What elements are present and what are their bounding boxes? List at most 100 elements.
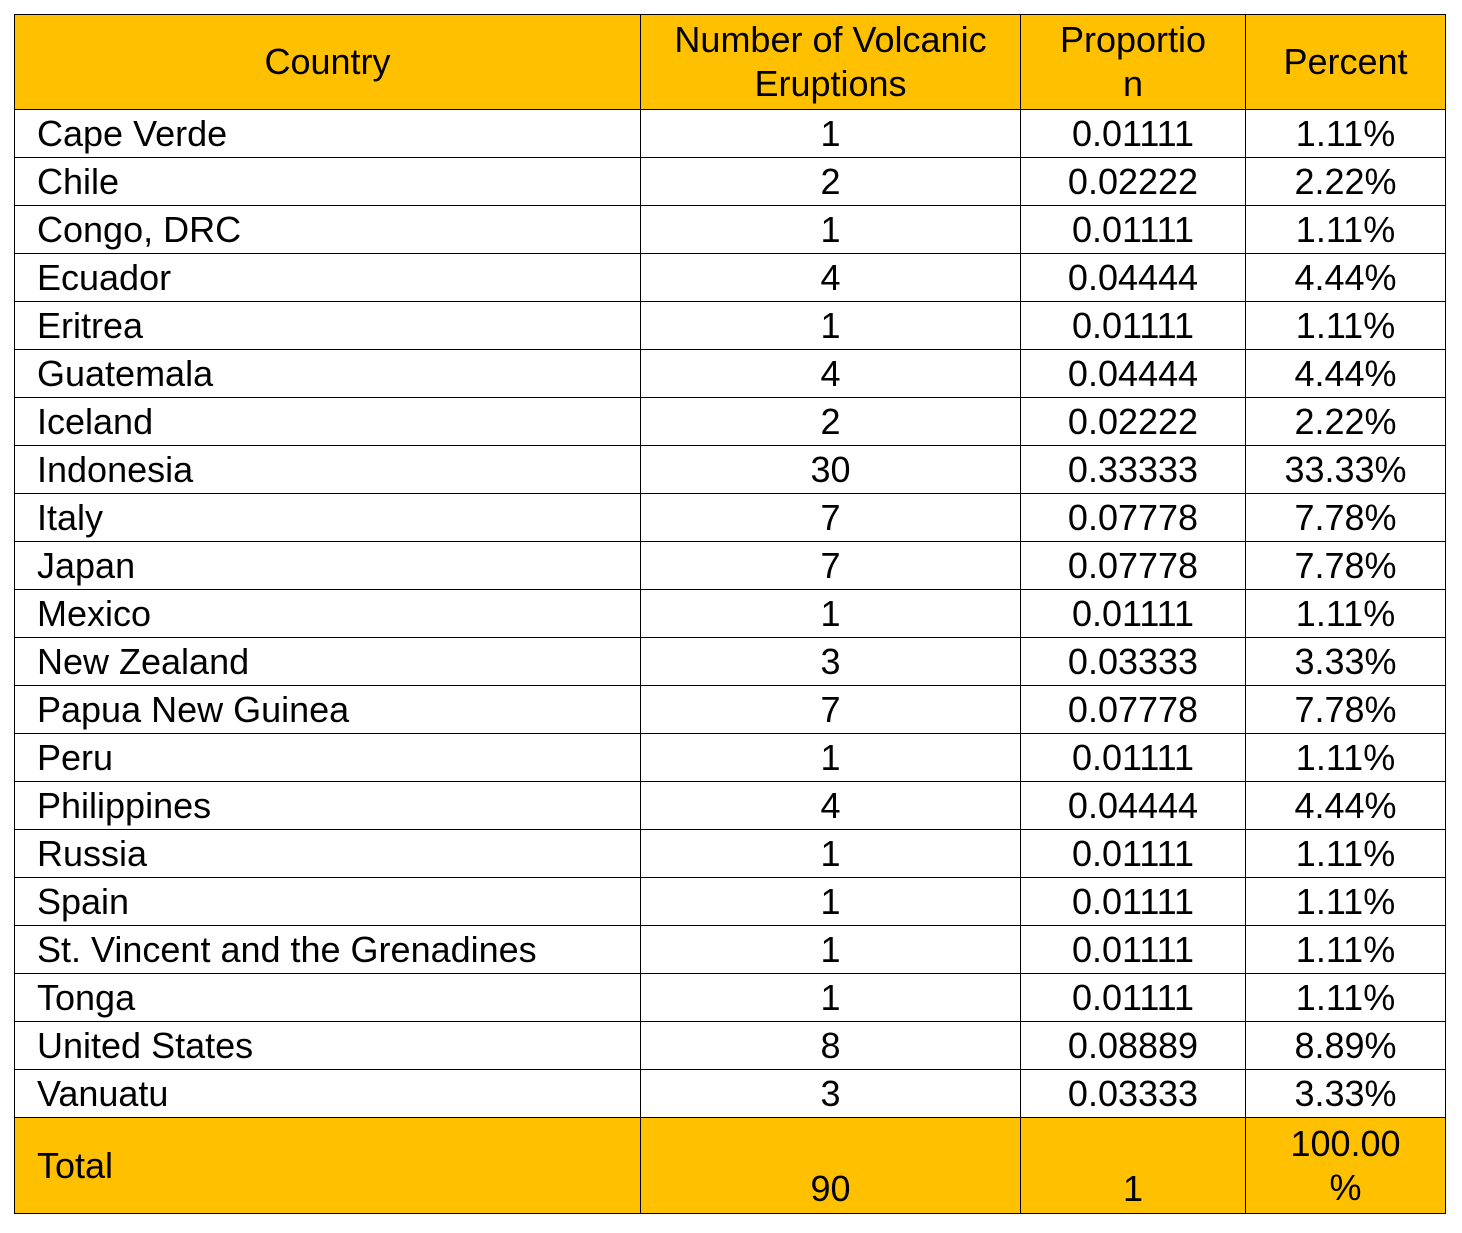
cell-country: New Zealand: [14, 637, 641, 686]
cell-eruptions: 4: [640, 253, 1021, 302]
table-row: Chile 2 0.02222 2.22%: [14, 157, 1446, 206]
cell-eruptions: 1: [640, 733, 1021, 782]
cell-eruptions: 1: [640, 109, 1021, 158]
cell-country: Peru: [14, 733, 641, 782]
cell-percent: 8.89%: [1245, 1021, 1446, 1070]
cell-eruptions: 3: [640, 637, 1021, 686]
header-eruptions: Number of Volcanic Eruptions: [640, 14, 1021, 110]
cell-proportion: 0.01111: [1020, 205, 1246, 254]
cell-percent: 1.11%: [1245, 205, 1446, 254]
cell-proportion: 0.01111: [1020, 829, 1246, 878]
cell-percent: 1.11%: [1245, 925, 1446, 974]
cell-percent: 1.11%: [1245, 589, 1446, 638]
table-row: Spain 1 0.01111 1.11%: [14, 877, 1446, 926]
total-label: Total: [14, 1117, 641, 1214]
cell-eruptions: 1: [640, 589, 1021, 638]
table-row: Russia 1 0.01111 1.11%: [14, 829, 1446, 878]
cell-proportion: 0.04444: [1020, 781, 1246, 830]
table-row: Philippines 4 0.04444 4.44%: [14, 781, 1446, 830]
cell-proportion: 0.33333: [1020, 445, 1246, 494]
cell-proportion: 0.01111: [1020, 301, 1246, 350]
cell-proportion: 0.08889: [1020, 1021, 1246, 1070]
cell-percent: 1.11%: [1245, 877, 1446, 926]
cell-proportion: 0.03333: [1020, 637, 1246, 686]
cell-percent: 33.33%: [1245, 445, 1446, 494]
cell-country: Cape Verde: [14, 109, 641, 158]
cell-eruptions: 1: [640, 205, 1021, 254]
cell-percent: 4.44%: [1245, 781, 1446, 830]
cell-percent: 2.22%: [1245, 397, 1446, 446]
total-row: Total 90 1 100.00%: [14, 1117, 1446, 1214]
cell-proportion: 0.01111: [1020, 733, 1246, 782]
cell-percent: 1.11%: [1245, 733, 1446, 782]
cell-country: Mexico: [14, 589, 641, 638]
cell-proportion: 0.01111: [1020, 925, 1246, 974]
cell-country: Italy: [14, 493, 641, 542]
table-row: Tonga 1 0.01111 1.11%: [14, 973, 1446, 1022]
table-row: Cape Verde 1 0.01111 1.11%: [14, 109, 1446, 158]
cell-eruptions: 2: [640, 397, 1021, 446]
cell-percent: 3.33%: [1245, 637, 1446, 686]
total-proportion: 1: [1020, 1117, 1246, 1214]
cell-eruptions: 7: [640, 685, 1021, 734]
table-row: Papua New Guinea 7 0.07778 7.78%: [14, 685, 1446, 734]
cell-eruptions: 1: [640, 877, 1021, 926]
cell-percent: 7.78%: [1245, 541, 1446, 590]
table-row: Peru 1 0.01111 1.11%: [14, 733, 1446, 782]
header-percent: Percent: [1245, 14, 1446, 110]
cell-country: Indonesia: [14, 445, 641, 494]
cell-country: Congo, DRC: [14, 205, 641, 254]
cell-proportion: 0.04444: [1020, 253, 1246, 302]
cell-percent: 1.11%: [1245, 301, 1446, 350]
eruptions-table: Country Number of Volcanic Eruptions Pro…: [14, 14, 1446, 1214]
cell-percent: 1.11%: [1245, 829, 1446, 878]
cell-percent: 4.44%: [1245, 349, 1446, 398]
table-row: Vanuatu 3 0.03333 3.33%: [14, 1069, 1446, 1118]
cell-proportion: 0.07778: [1020, 541, 1246, 590]
cell-eruptions: 2: [640, 157, 1021, 206]
cell-country: Papua New Guinea: [14, 685, 641, 734]
cell-percent: 1.11%: [1245, 973, 1446, 1022]
cell-country: Tonga: [14, 973, 641, 1022]
cell-eruptions: 1: [640, 973, 1021, 1022]
cell-percent: 1.11%: [1245, 109, 1446, 158]
header-country: Country: [14, 14, 641, 110]
cell-eruptions: 8: [640, 1021, 1021, 1070]
cell-percent: 2.22%: [1245, 157, 1446, 206]
cell-eruptions: 3: [640, 1069, 1021, 1118]
cell-country: Iceland: [14, 397, 641, 446]
cell-country: Guatemala: [14, 349, 641, 398]
table-row: Mexico 1 0.01111 1.11%: [14, 589, 1446, 638]
table-row: Congo, DRC 1 0.01111 1.11%: [14, 205, 1446, 254]
cell-country: Russia: [14, 829, 641, 878]
table-footer: Total 90 1 100.00%: [14, 1117, 1446, 1214]
cell-percent: 4.44%: [1245, 253, 1446, 302]
cell-proportion: 0.01111: [1020, 589, 1246, 638]
cell-proportion: 0.04444: [1020, 349, 1246, 398]
cell-proportion: 0.02222: [1020, 157, 1246, 206]
cell-eruptions: 1: [640, 301, 1021, 350]
cell-proportion: 0.02222: [1020, 397, 1246, 446]
cell-proportion: 0.07778: [1020, 685, 1246, 734]
total-percent: 100.00%: [1245, 1117, 1446, 1214]
cell-eruptions: 4: [640, 349, 1021, 398]
cell-proportion: 0.03333: [1020, 1069, 1246, 1118]
cell-percent: 7.78%: [1245, 685, 1446, 734]
cell-proportion: 0.01111: [1020, 973, 1246, 1022]
total-eruptions: 90: [640, 1117, 1021, 1214]
cell-proportion: 0.01111: [1020, 109, 1246, 158]
cell-eruptions: 4: [640, 781, 1021, 830]
table-row: Japan 7 0.07778 7.78%: [14, 541, 1446, 590]
table-header: Country Number of Volcanic Eruptions Pro…: [14, 14, 1446, 110]
cell-eruptions: 7: [640, 541, 1021, 590]
cell-country: Vanuatu: [14, 1069, 641, 1118]
cell-eruptions: 1: [640, 829, 1021, 878]
cell-percent: 3.33%: [1245, 1069, 1446, 1118]
table-row: Guatemala 4 0.04444 4.44%: [14, 349, 1446, 398]
table-row: St. Vincent and the Grenadines 1 0.01111 1.…: [14, 925, 1446, 974]
header-proportion: Proportio n: [1020, 14, 1246, 110]
table-row: Eritrea 1 0.01111 1.11%: [14, 301, 1446, 350]
cell-proportion: 0.01111: [1020, 877, 1246, 926]
cell-country: Japan: [14, 541, 641, 590]
cell-country: St. Vincent and the Grenadines: [14, 925, 641, 974]
